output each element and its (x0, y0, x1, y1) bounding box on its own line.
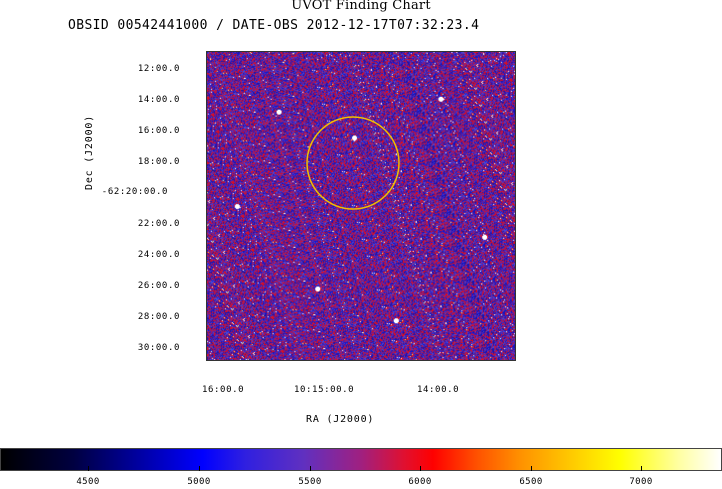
ra-axis-label: RA (J2000) (306, 414, 375, 425)
colorbar-tick-label: 6000 (408, 477, 432, 487)
dec-tick: 14:00.0 (137, 95, 180, 105)
sky-image (206, 51, 516, 361)
colorbar-tick-label: 4500 (76, 477, 100, 487)
colorbar-tick-mark (531, 466, 532, 471)
chart-title: UVOT Finding Chart (291, 0, 431, 13)
colorbar-tick-mark (199, 466, 200, 471)
dec-tick: 30:00.0 (137, 343, 180, 353)
dec-tick: 12:00.0 (137, 64, 180, 74)
colorbar (0, 448, 722, 471)
dec-tick: 24:00.0 (137, 250, 180, 260)
target-circle (306, 116, 400, 210)
colorbar-tick-label: 5500 (298, 477, 322, 487)
colorbar-tick-label: 5000 (187, 477, 211, 487)
dec-tick: 28:00.0 (137, 312, 180, 322)
dec-tick: 18:00.0 (137, 157, 180, 167)
dec-tick: 26:00.0 (137, 281, 180, 291)
colorbar-tick-label: 6500 (519, 477, 543, 487)
dec-tick: 22:00.0 (137, 219, 180, 229)
colorbar-tick-mark (641, 466, 642, 471)
colorbar-tick-mark (420, 466, 421, 471)
ra-tick: 10:15:00.0 (294, 385, 355, 395)
colorbar-tick-mark (310, 466, 311, 471)
target-region-overlay (306, 116, 400, 210)
chart-subtitle: OBSID 00542441000 / DATE-OBS 2012-12-17T… (68, 18, 480, 33)
ra-tick: 16:00.0 (202, 385, 245, 395)
dec-axis-label: Dec (J2000) (84, 114, 95, 190)
dec-tick: -62:20:00.0 (101, 187, 168, 197)
colorbar-tick-label: 7000 (629, 477, 653, 487)
colorbar-tick-mark (88, 466, 89, 471)
ra-tick: 14:00.0 (417, 385, 460, 395)
dec-tick: 16:00.0 (137, 126, 180, 136)
